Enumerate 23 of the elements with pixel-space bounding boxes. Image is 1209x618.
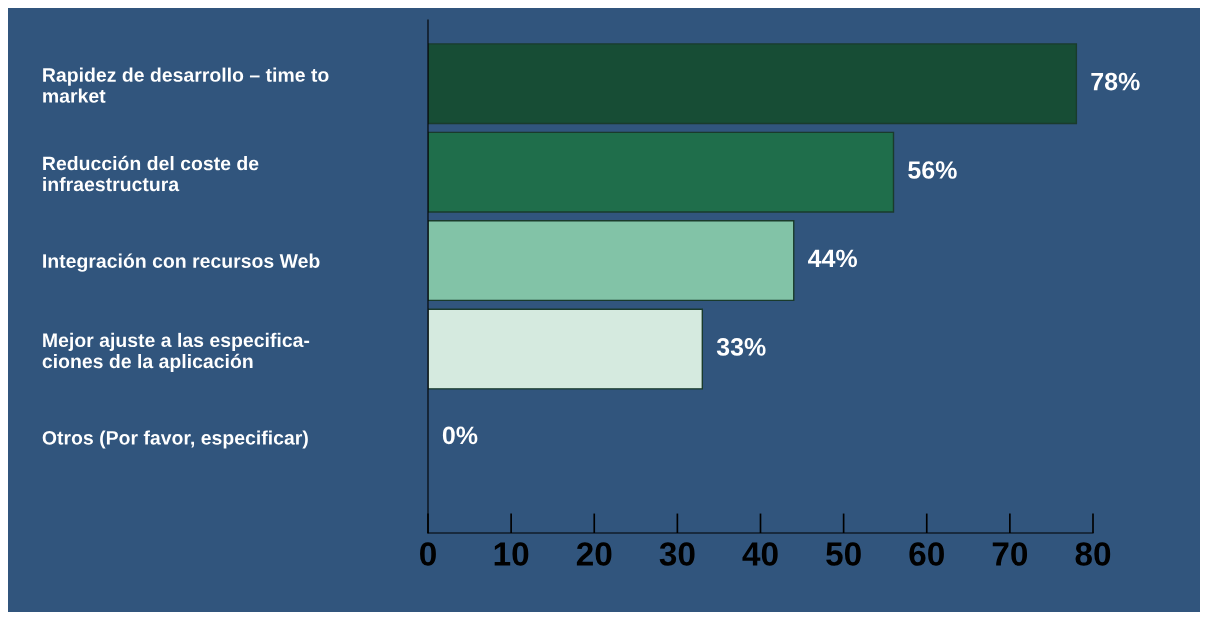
bar (428, 308, 704, 390)
data-label: 56% (908, 161, 957, 179)
x-tick-label: 30 (659, 542, 695, 566)
y-tick-label: Reducción del coste de infraestructura (43, 155, 259, 192)
x-tick-label: 80 (1075, 542, 1111, 566)
data-label: 78% (1091, 72, 1140, 91)
x-tick-label: 50 (826, 542, 861, 566)
y-tick-label: Mejor ajuste a las especifica- ciones de la aplicación (42, 332, 310, 373)
x-tick-label: 10 (494, 542, 529, 566)
x-tick-label: 0 (420, 542, 436, 566)
x-tick-label: 70 (992, 542, 1028, 566)
data-label: 0% (442, 426, 478, 445)
x-tick-label: 20 (576, 542, 612, 566)
data-label: 33% (716, 338, 766, 356)
bar (428, 220, 795, 302)
bar (428, 43, 1078, 125)
bar (428, 131, 895, 213)
x-tick-label: 60 (909, 542, 944, 566)
y-tick-label: Rapidez de desarrollo – time to market (43, 67, 329, 103)
y-tick-label: Otros (Por favor, especificar) (42, 430, 308, 449)
y-tick-label: Integración con recursos Web (43, 253, 320, 272)
data-label: 44% (808, 249, 858, 268)
x-tick-label: 40 (742, 542, 778, 566)
